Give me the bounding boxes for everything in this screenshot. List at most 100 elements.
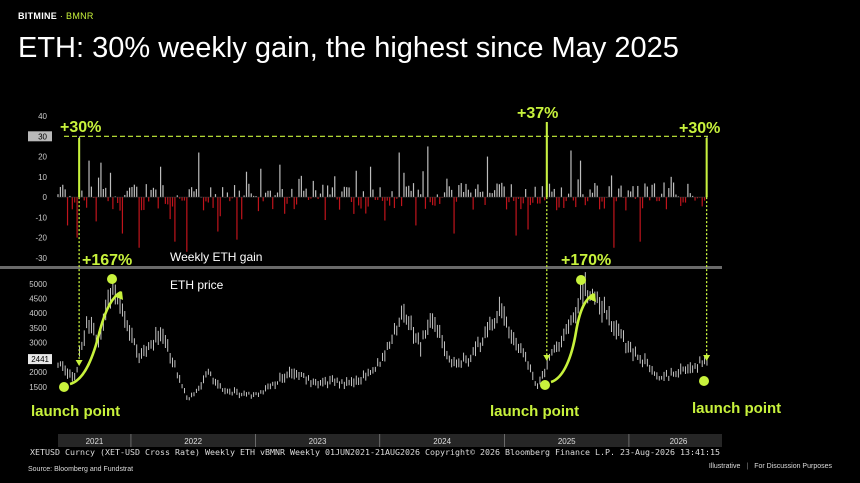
weekly-gain-bar-240: [630, 191, 632, 198]
weekly-gain-bar-210: [558, 197, 560, 208]
weekly-gain-bar-35: [140, 197, 143, 211]
weekly-gain-bar-111: [322, 184, 324, 198]
weekly-gain-bar-138: [386, 197, 388, 201]
weekly-gain-bar-194: [520, 197, 522, 210]
dotted-line-3-arrow: [703, 355, 711, 361]
price-tick-4500: 4500: [29, 295, 47, 304]
launch-point-dot-1: [59, 382, 69, 392]
brand-ticker: BMNR: [66, 11, 94, 21]
weekly-gain-bar-88: [267, 190, 269, 198]
weekly-gain-bar-187: [503, 186, 505, 198]
weekly-gain-bar-38: [148, 197, 150, 202]
year-label-2024: 2024: [433, 437, 451, 446]
weekly-gain-bar-113: [327, 185, 329, 198]
weekly-gain-bar-28: [124, 194, 126, 198]
weekly-gain-bar-31: [131, 186, 133, 198]
weekly-gain-bar-119: [341, 191, 343, 198]
weekly-gain-bar-86: [262, 197, 264, 202]
weekly-gain-bar-114: [329, 194, 331, 198]
gain-tick--10: -10: [35, 213, 47, 222]
weekly-gain-bar-244: [639, 197, 641, 242]
weekly-gain-bar-87: [264, 192, 267, 198]
weekly-gain-bar-78: [243, 195, 245, 198]
weekly-gain-bar-148: [410, 190, 412, 198]
weekly-gain-bar-74: [233, 185, 236, 198]
weekly-gain-bar-151: [417, 189, 419, 198]
weekly-gain-bar-192: [515, 197, 517, 236]
weekly-gain-bar-150: [415, 197, 417, 226]
weekly-gain-bar-53: [183, 197, 186, 201]
weekly-gain-bar-231: [608, 186, 610, 198]
weekly-gain-bar-263: [684, 197, 687, 203]
growth-curve-1: [69, 290, 122, 386]
weekly-gain-bar-227: [599, 197, 601, 210]
panel-divider: [0, 266, 722, 269]
weekly-gain-bar-251: [656, 197, 658, 202]
weekly-gain-bar-25: [117, 197, 119, 204]
weekly-gain-bar-262: [682, 197, 684, 203]
weekly-gain-bar-95: [284, 197, 286, 214]
weekly-gain-bar-232: [610, 175, 613, 198]
weekly-gain-bar-97: [288, 197, 291, 198]
weekly-gain-bar-257: [670, 176, 672, 198]
weekly-gain-bar-57: [193, 191, 195, 198]
year-label-2022: 2022: [184, 437, 202, 446]
weekly-gain-bar-141: [393, 197, 396, 209]
weekly-gain-bar-12: [86, 197, 88, 208]
weekly-gain-bar-0: [57, 194, 59, 198]
weekly-gain-bar-133: [374, 197, 376, 200]
price-tick-3500: 3500: [29, 324, 47, 333]
weekly-gain-bar-135: [379, 187, 381, 198]
weekly-gain-bar-155: [427, 146, 429, 198]
weekly-gain-bar-199: [532, 197, 534, 203]
weekly-gain-bar-179: [484, 197, 486, 205]
weekly-gain-bar-222: [587, 197, 589, 202]
weekly-gain-bar-176: [477, 184, 479, 198]
weekly-gain-bar-238: [625, 197, 627, 211]
weekly-gain-bar-62: [205, 197, 207, 202]
weekly-gain-bar-90: [272, 197, 274, 210]
weekly-gain-bar-15: [93, 197, 95, 198]
weekly-gain-bar-270: [701, 197, 703, 207]
weekly-gain-bar-115: [331, 187, 333, 198]
weekly-gain-bar-224: [591, 192, 594, 198]
weekly-gain-bar-271: [703, 197, 706, 201]
weekly-gain-bar-233: [613, 197, 615, 248]
weekly-gain-bar-129: [365, 197, 367, 214]
growth-arrow-1: [116, 291, 123, 300]
weekly-gain-bar-209: [556, 197, 558, 211]
panel-label-gain: Weekly ETH gain: [170, 250, 262, 264]
weekly-gain-bar-191: [513, 197, 515, 201]
weekly-gain-bar-104: [305, 188, 307, 198]
weekly-gain-bar-171: [465, 183, 467, 198]
weekly-gain-bar-50: [176, 195, 178, 198]
weekly-gain-bar-5: [69, 195, 71, 198]
weekly-gain-bar-106: [310, 197, 312, 199]
weekly-gain-bar-164: [448, 186, 450, 198]
weekly-gain-bar-261: [680, 197, 682, 206]
weekly-gain-bar-189: [508, 197, 510, 203]
weekly-gain-bar-91: [274, 195, 276, 198]
weekly-gain-bar-269: [699, 197, 701, 198]
weekly-gain-bar-125: [355, 170, 357, 198]
weekly-gain-bar-82: [253, 195, 255, 198]
weekly-gain-bar-45: [164, 197, 166, 204]
weekly-gain-bar-212: [563, 197, 565, 208]
source-note: Source: Bloomberg and Fundstrat: [28, 466, 134, 473]
weekly-gain-bar-147: [408, 185, 410, 198]
gain-tick-0: 0: [43, 193, 48, 202]
weekly-gain-bar-140: [391, 191, 393, 198]
weekly-gain-bar-182: [491, 193, 493, 198]
weekly-gain-bar-223: [589, 189, 591, 198]
weekly-gain-bar-146: [405, 186, 407, 198]
weekly-gain-bar-185: [498, 184, 501, 198]
weekly-gain-bar-32: [133, 184, 135, 198]
weekly-gain-bar-17: [97, 177, 100, 198]
weekly-gain-bar-121: [346, 187, 348, 198]
weekly-gain-bar-161: [441, 197, 443, 198]
weekly-gain-bar-162: [443, 192, 446, 198]
weekly-gain-bar-188: [505, 197, 508, 210]
weekly-gain-bar-37: [145, 184, 147, 198]
peak-label-2: +170%: [561, 252, 611, 269]
weekly-gain-bar-221: [584, 197, 586, 206]
